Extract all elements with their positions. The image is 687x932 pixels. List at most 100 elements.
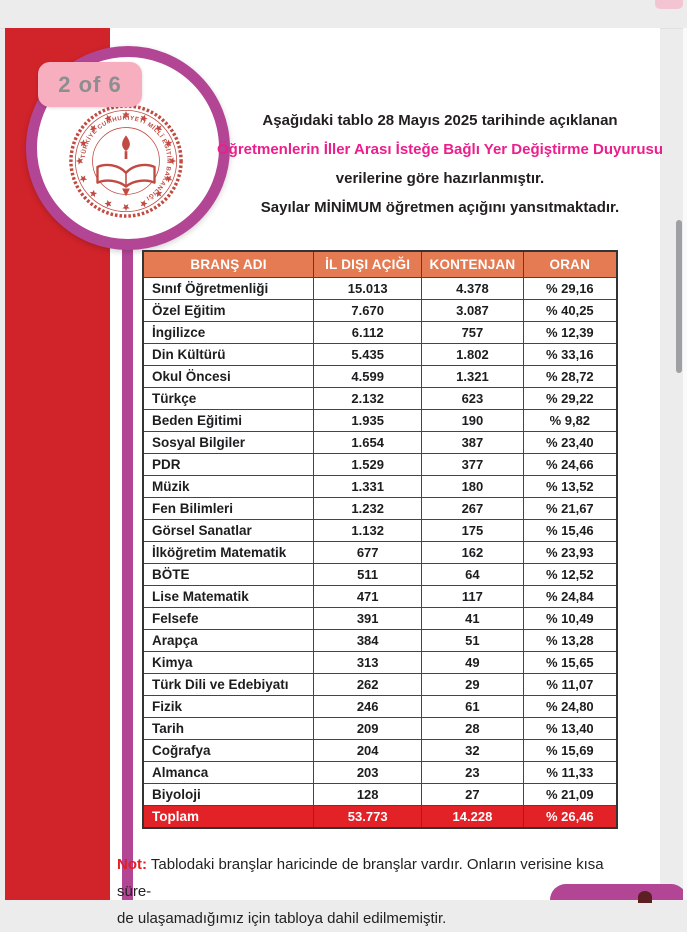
value-cell: 7.670 [313, 299, 423, 322]
value-cell: 53.773 [313, 805, 423, 829]
branch-name-cell: Müzik [142, 475, 315, 498]
footnote: Not: Tablodaki branşlar haricinde de bra… [117, 851, 627, 932]
value-cell: % 13,28 [522, 629, 618, 652]
table-row: Sosyal Bilgiler 1.654 387% 23,40 [142, 431, 618, 454]
table-row: PDR 1.529 377% 24,66 [142, 453, 618, 476]
page-indicator-text: 2 of 6 [58, 71, 122, 97]
branch-name-cell: Din Kültürü [142, 343, 315, 366]
value-cell: 3.087 [421, 299, 524, 322]
column-header: ORAN [522, 250, 618, 278]
footnote-label: Not: [117, 856, 147, 873]
value-cell: % 23,40 [522, 431, 618, 454]
value-cell: 1.529 [313, 453, 423, 476]
branch-name-cell: Kimya [142, 651, 315, 674]
value-cell: 14.228 [421, 805, 524, 829]
value-cell: % 15,46 [522, 519, 618, 542]
value-cell: % 21,67 [522, 497, 618, 520]
branch-name-cell: Görsel Sanatlar [142, 519, 315, 542]
table-row: Fen Bilimleri 1.232 267% 21,67 [142, 497, 618, 520]
value-cell: % 13,40 [522, 717, 618, 740]
table-row: Özel Eğitim 7.670 3.087% 40,25 [142, 299, 618, 322]
value-cell: 29 [421, 673, 524, 696]
value-cell: 1.321 [421, 365, 524, 388]
value-cell: 204 [313, 739, 423, 762]
branch-name-cell: Lise Matematik [142, 585, 315, 608]
table-row: Türk Dili ve Edebiyatı 262 29% 11,07 [142, 673, 618, 696]
scrollbar-thumb[interactable] [676, 220, 682, 373]
value-cell: 1.331 [313, 475, 423, 498]
value-cell: 32 [421, 739, 524, 762]
value-cell: % 29,16 [522, 277, 618, 300]
branch-name-cell: Biyoloji [142, 783, 315, 806]
value-cell: % 15,65 [522, 651, 618, 674]
value-cell: % 15,69 [522, 739, 618, 762]
branch-name-cell: Tarih [142, 717, 315, 740]
value-cell: 387 [421, 431, 524, 454]
value-cell: % 24,66 [522, 453, 618, 476]
branch-name-cell: Coğrafya [142, 739, 315, 762]
branch-name-cell: Almanca [142, 761, 315, 784]
table-row: Görsel Sanatlar 1.132 175% 15,46 [142, 519, 618, 542]
value-cell: 1.232 [313, 497, 423, 520]
branch-name-cell: İlköğretim Matematik [142, 541, 315, 564]
table-body: Sınıf Öğretmenliği 15.013 4.378% 29,16 Özel… [142, 277, 618, 806]
table-row: Tarih 209 28% 13,40 [142, 717, 618, 740]
column-header: BRANŞ ADI [142, 250, 315, 278]
value-cell: 757 [421, 321, 524, 344]
table-row: Din Kültürü 5.435 1.802% 33,16 [142, 343, 618, 366]
value-cell: % 21,09 [522, 783, 618, 806]
viewer-top-strip [0, 0, 687, 29]
table-row: Sınıf Öğretmenliği 15.013 4.378% 29,16 [142, 277, 618, 300]
value-cell: 313 [313, 651, 423, 674]
meb-emblem-icon: TÜRKİYE CUMHURİYETİ MİLLÎ EĞİTİM BAKANLI… [67, 102, 185, 220]
branch-name-cell: PDR [142, 453, 315, 476]
value-cell: 162 [421, 541, 524, 564]
table-row: BÖTE 511 64% 12,52 [142, 563, 618, 586]
branch-name-cell: Türk Dili ve Edebiyatı [142, 673, 315, 696]
bottom-right-branding-fragment [550, 884, 687, 903]
value-cell: 384 [313, 629, 423, 652]
branch-name-cell: Türkçe [142, 387, 315, 410]
value-cell: 4.599 [313, 365, 423, 388]
branch-name-cell: Toplam [142, 805, 315, 829]
value-cell: 49 [421, 651, 524, 674]
branch-name-cell: Felsefe [142, 607, 315, 630]
value-cell: 1.802 [421, 343, 524, 366]
value-cell: 203 [313, 761, 423, 784]
value-cell: % 11,33 [522, 761, 618, 784]
footnote-line-1: Tablodaki branşlar haricinde de branşlar… [117, 856, 604, 900]
ministry-of-education-logo-icon: TÜRKİYE CUMHURİYETİ MİLLÎ EĞİTİM BAKANLI… [67, 102, 185, 220]
value-cell: 51 [421, 629, 524, 652]
table-row: Felsefe 391 41% 10,49 [142, 607, 618, 630]
branch-name-cell: İngilizce [142, 321, 315, 344]
value-cell: 623 [421, 387, 524, 410]
value-cell: % 24,80 [522, 695, 618, 718]
value-cell: % 40,25 [522, 299, 618, 322]
title-line-4: Sayılar MİNİMUM öğretmen açığını yansıtm… [260, 199, 620, 216]
branch-name-cell: Sınıf Öğretmenliği [142, 277, 315, 300]
value-cell: 28 [421, 717, 524, 740]
branch-name-cell: Fizik [142, 695, 315, 718]
table-row: Biyoloji 128 27% 21,09 [142, 783, 618, 806]
value-cell: % 23,93 [522, 541, 618, 564]
value-cell: 677 [313, 541, 423, 564]
branch-name-cell: Fen Bilimleri [142, 497, 315, 520]
viewer-top-right-fragment [655, 0, 683, 9]
value-cell: 117 [421, 585, 524, 608]
branch-name-cell: Sosyal Bilgiler [142, 431, 315, 454]
value-cell: 471 [313, 585, 423, 608]
value-cell: % 12,39 [522, 321, 618, 344]
value-cell: % 24,84 [522, 585, 618, 608]
title-line-1: Aşağıdaki tablo 28 Mayıs 2025 tarihinde … [262, 112, 618, 129]
table-row: Fizik 246 61% 24,80 [142, 695, 618, 718]
value-cell: % 13,52 [522, 475, 618, 498]
column-header: KONTENJAN [421, 250, 524, 278]
magenta-vertical-line [122, 238, 133, 900]
value-cell: 1.654 [313, 431, 423, 454]
table-row: Coğrafya 204 32% 15,69 [142, 739, 618, 762]
branch-name-cell: Beden Eğitimi [142, 409, 315, 432]
value-cell: % 12,52 [522, 563, 618, 586]
value-cell: 267 [421, 497, 524, 520]
value-cell: 1.935 [313, 409, 423, 432]
value-cell: % 33,16 [522, 343, 618, 366]
